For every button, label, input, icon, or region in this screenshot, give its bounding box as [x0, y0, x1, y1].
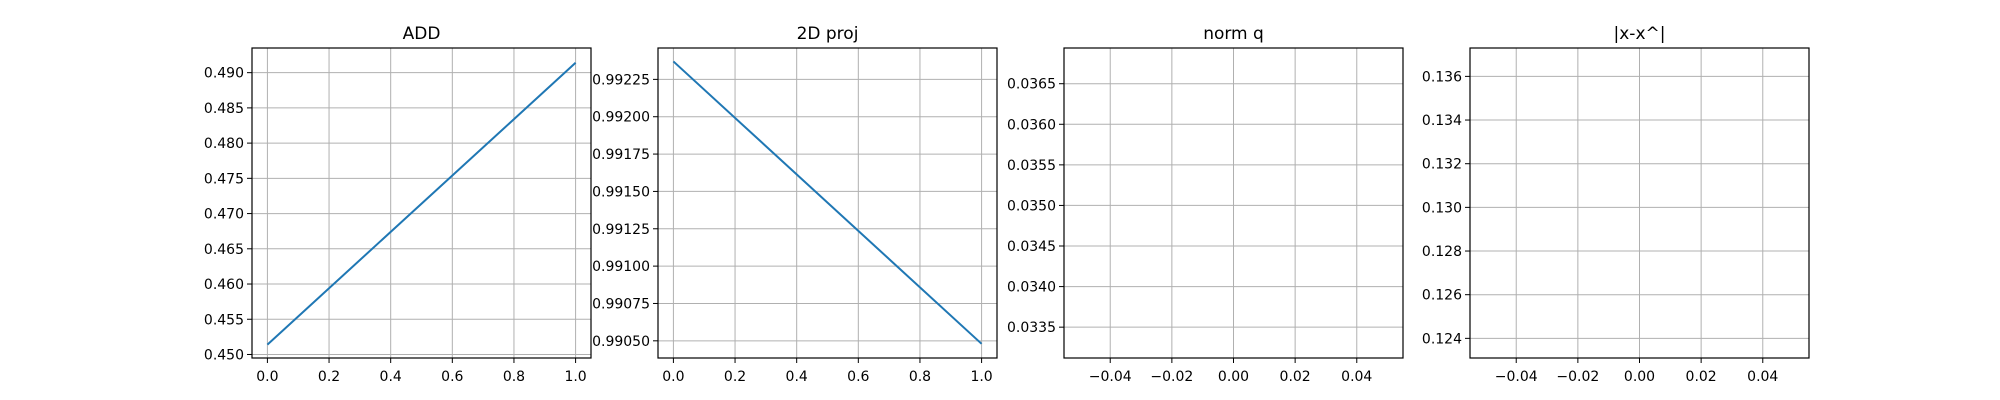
- x-tick-label: −0.02: [1556, 369, 1599, 385]
- y-tick-label: 0.0360: [1007, 117, 1056, 133]
- y-tick-label: 0.99150: [592, 184, 650, 200]
- y-tick-label: 0.0340: [1007, 280, 1056, 296]
- y-tick-label: 0.99200: [592, 110, 650, 126]
- subplot-title: norm q: [1203, 24, 1264, 44]
- y-tick-label: 0.485: [204, 101, 244, 117]
- x-tick-label: 0.02: [1280, 369, 1311, 385]
- y-tick-label: 0.136: [1422, 69, 1462, 85]
- y-tick-label: 0.99100: [592, 259, 650, 275]
- y-tick-label: 0.128: [1422, 244, 1462, 260]
- x-tick-label: 1.0: [564, 369, 586, 385]
- subplot-1: 0.0 0.2 0.4 0.6 0.8 1.0 0.450 0.455 0.460 0.465 0.…: [204, 24, 592, 385]
- y-tick-label: 0.0350: [1007, 198, 1056, 214]
- y-tick-label: 0.99225: [592, 72, 650, 88]
- x-tick-label: 0.6: [441, 369, 463, 385]
- subplot-title: ADD: [403, 24, 441, 44]
- x-tick-label: 0.8: [503, 369, 525, 385]
- x-tick-label: 0.2: [724, 369, 746, 385]
- y-tick-label: 0.99075: [592, 296, 650, 312]
- y-tick-label: 0.126: [1422, 288, 1462, 304]
- x-tick-label: 0.4: [786, 369, 808, 385]
- subplot-2: 0.0 0.2 0.4 0.6 0.8 1.0 0.99050 0.99075 0.99100 0…: [592, 24, 998, 385]
- series-line-1: [266, 62, 577, 346]
- x-tick-label: 0.04: [1747, 369, 1778, 385]
- x-tick-label: 0.00: [1218, 369, 1249, 385]
- series-line-1: [672, 60, 983, 345]
- x-tick-label: 0.4: [380, 369, 402, 385]
- x-tick-label: 0.8: [909, 369, 931, 385]
- x-tick-label: 0.04: [1341, 369, 1372, 385]
- y-tick-label: 0.0345: [1007, 239, 1056, 255]
- y-tick-label: 0.99175: [592, 147, 650, 163]
- x-tick-label: 0.2: [318, 369, 340, 385]
- x-tick-label: −0.04: [1089, 369, 1132, 385]
- y-tick-label: 0.99050: [592, 334, 650, 350]
- y-tick-label: 0.455: [204, 312, 244, 328]
- y-tick-label: 0.465: [204, 242, 244, 258]
- y-tick-label: 0.470: [204, 207, 244, 223]
- x-tick-label: 1.0: [970, 369, 992, 385]
- subplot-title: |x-x^|: [1614, 24, 1666, 44]
- y-tick-label: 0.0365: [1007, 77, 1056, 93]
- x-tick-label: 0.0: [256, 369, 278, 385]
- y-tick-label: 0.132: [1422, 157, 1462, 173]
- y-tick-label: 0.124: [1422, 331, 1462, 347]
- axes-frame: [657, 47, 998, 359]
- y-tick-label: 0.460: [204, 277, 244, 293]
- y-tick-label: 0.490: [204, 66, 244, 82]
- axes-frame: [251, 47, 592, 359]
- subplot-3: −0.04 −0.02 0.00 0.02 0.04 0.0335 0.0340 0.0345…: [1007, 24, 1404, 385]
- y-tick-label: 0.0335: [1007, 320, 1056, 336]
- x-tick-label: 0.00: [1624, 369, 1655, 385]
- y-tick-label: 0.475: [204, 171, 244, 187]
- x-tick-label: 0.6: [847, 369, 869, 385]
- subplot-4: −0.04 −0.02 0.00 0.02 0.04 0.124 0.126 0.128 0.1…: [1422, 24, 1810, 385]
- subplot-title: 2D proj: [797, 24, 859, 44]
- y-tick-label: 0.134: [1422, 113, 1462, 129]
- y-tick-label: 0.480: [204, 136, 244, 152]
- y-tick-label: 0.99125: [592, 222, 650, 238]
- x-tick-label: 0.02: [1686, 369, 1717, 385]
- y-tick-label: 0.450: [204, 347, 244, 363]
- y-tick-label: 0.130: [1422, 200, 1462, 216]
- x-tick-label: −0.02: [1150, 369, 1193, 385]
- x-tick-label: −0.04: [1495, 369, 1538, 385]
- y-tick-label: 0.0355: [1007, 158, 1056, 174]
- x-tick-label: 0.0: [662, 369, 684, 385]
